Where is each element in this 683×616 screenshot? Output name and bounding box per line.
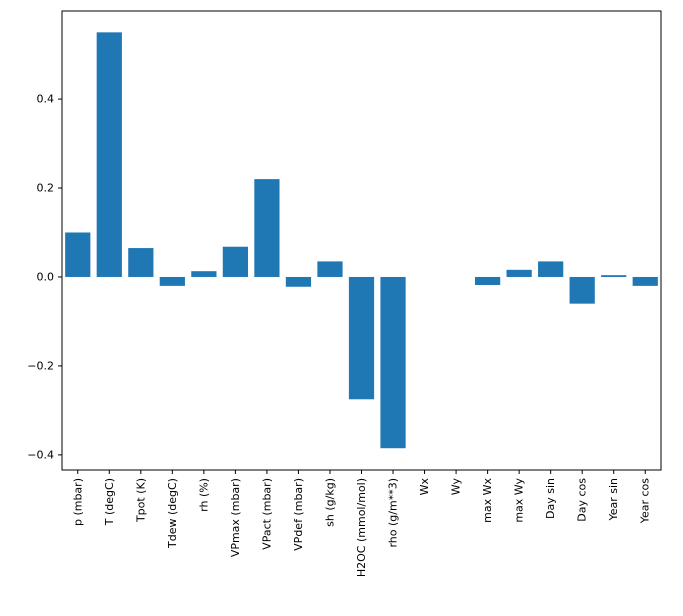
bar — [317, 261, 343, 277]
x-tick-label: VPact (mbar) — [260, 478, 273, 550]
x-tick-label: H2OC (mmol/mol) — [355, 478, 368, 577]
x-tick-label: max Wy — [513, 478, 526, 523]
x-tick-label: Day sin — [544, 478, 557, 519]
bar — [538, 261, 564, 277]
bar — [632, 276, 658, 286]
y-tick-label: 0.2 — [37, 182, 55, 195]
bar — [474, 276, 501, 285]
x-tick-label: VPdef (mbar) — [292, 478, 305, 551]
x-tick-label: sh (g/kg) — [323, 478, 336, 527]
x-tick-label: Year cos — [639, 478, 652, 525]
x-tick-label: Wy — [450, 478, 463, 496]
x-tick-label: rho (g/m**3) — [387, 478, 400, 548]
bar — [65, 232, 91, 277]
x-tick-label: max Wx — [481, 478, 494, 523]
y-tick-label: −0.4 — [27, 448, 54, 461]
x-tick-label: VPmax (mbar) — [229, 478, 242, 557]
x-tick-label: rh (%) — [197, 478, 210, 512]
bar — [128, 248, 154, 277]
y-tick-label: 0.4 — [37, 93, 55, 106]
x-tick-label: Tpot (K) — [134, 478, 147, 523]
bar — [569, 276, 595, 304]
bar — [96, 32, 122, 277]
bar — [601, 275, 627, 277]
bar — [222, 246, 248, 277]
y-tick-label: −0.2 — [27, 359, 54, 372]
bar — [191, 271, 217, 277]
x-tick-label: p (mbar) — [71, 478, 84, 526]
bar — [285, 276, 312, 287]
y-tick-label: 0.0 — [37, 270, 55, 283]
x-tick-label: Day cos — [576, 478, 589, 522]
x-tick-label: T (degC) — [103, 478, 116, 526]
bar — [506, 269, 532, 277]
x-tick-label: Year sin — [607, 478, 620, 522]
x-tick-label: Wx — [418, 478, 431, 496]
bar — [380, 276, 406, 449]
bar — [254, 179, 280, 277]
bar — [348, 276, 375, 400]
x-tick-label: Tdew (degC) — [166, 478, 179, 549]
bar — [159, 276, 185, 286]
axes-frame — [61, 10, 662, 471]
